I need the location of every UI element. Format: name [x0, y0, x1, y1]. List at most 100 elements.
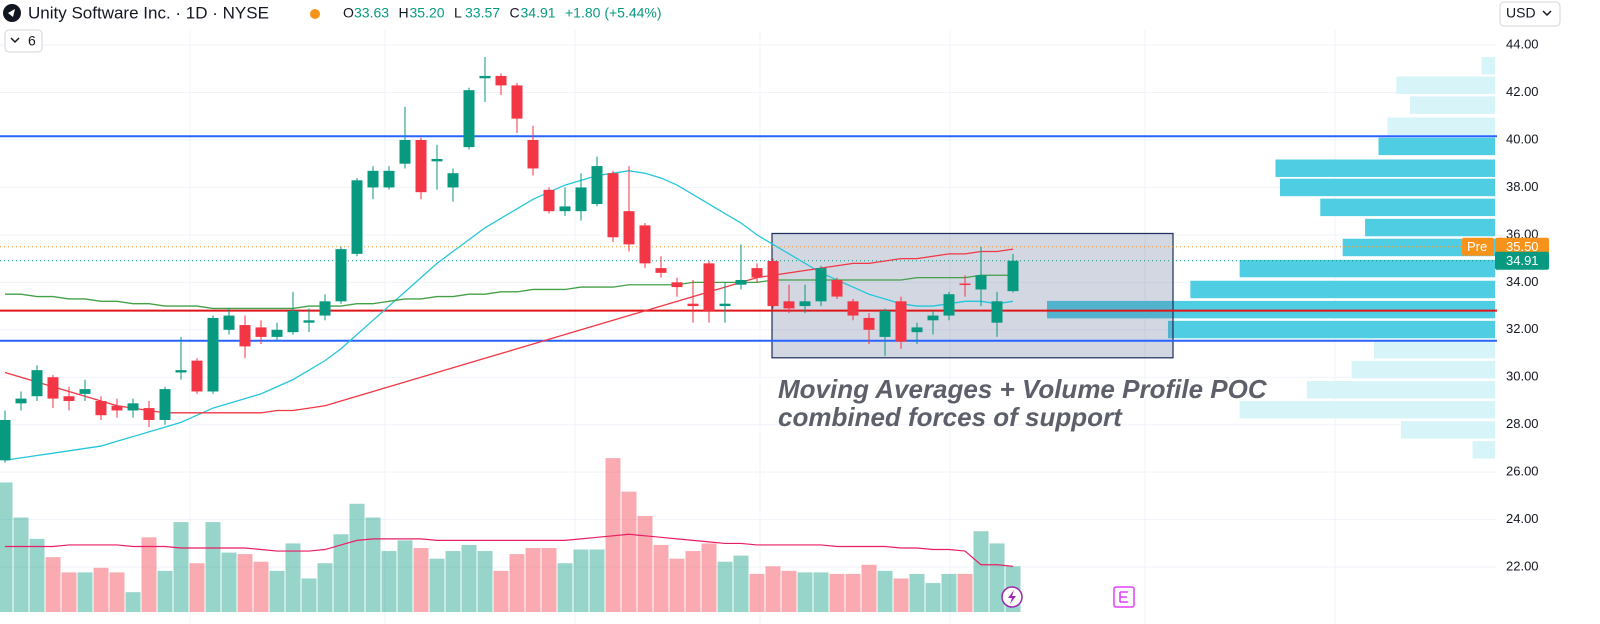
- candle-body: [191, 360, 203, 392]
- volume-bar: [253, 561, 269, 612]
- candle-body: [335, 249, 347, 302]
- candle-body: [79, 389, 91, 394]
- price-tag-name: Pre: [1467, 239, 1487, 254]
- volume-profile-row: [1365, 218, 1495, 237]
- chevron: [10, 37, 20, 44]
- candle-body: [223, 315, 235, 330]
- price-tag: [1495, 251, 1549, 270]
- candle-body: [575, 187, 587, 212]
- volume-profile-row: [1374, 340, 1495, 359]
- candle-body: [143, 408, 155, 420]
- volume-bar: [797, 572, 813, 612]
- currency-button[interactable]: [1499, 1, 1561, 27]
- y-tick-label: 44.00: [1506, 37, 1539, 52]
- candle-body: [991, 301, 1003, 323]
- volume-profile-row: [1472, 441, 1495, 459]
- volume-profile-row: [1409, 96, 1495, 114]
- candle-body: [383, 170, 395, 188]
- candle-body: [431, 158, 443, 162]
- volume-profile-row: [1275, 159, 1495, 177]
- volume-profile-row: [1387, 117, 1495, 135]
- volume-bar: [573, 549, 589, 612]
- volume-bar: [861, 564, 877, 612]
- candle-body: [863, 317, 875, 330]
- volume-profile-row: [1481, 56, 1495, 75]
- volume-bar: [653, 544, 669, 612]
- volume-bar: [269, 570, 285, 612]
- volume-bar: [173, 522, 189, 612]
- candle-body: [31, 370, 43, 397]
- candle-body: [655, 268, 667, 273]
- logo-glyph: [8, 9, 15, 17]
- volume-bar: [973, 531, 989, 612]
- volume-bar: [301, 578, 317, 612]
- volume-bar: [749, 573, 765, 612]
- volume-bar: [509, 554, 525, 612]
- volume-bar: [93, 567, 109, 612]
- volume-bar: [893, 578, 909, 612]
- volume-profile-row: [1396, 76, 1495, 94]
- volume-bar: [941, 573, 957, 612]
- candle-body: [239, 325, 251, 347]
- volume-bar: [445, 551, 461, 612]
- volume-bar: [61, 572, 77, 612]
- candle-body: [415, 139, 427, 193]
- price-tag-label: 35.50: [1506, 239, 1539, 254]
- candle-body: [543, 189, 555, 212]
- volume-bar: [317, 563, 333, 612]
- earnings-glyph: [1119, 591, 1128, 603]
- volume-bar: [685, 551, 701, 612]
- indicator-toggle[interactable]: [4, 29, 43, 53]
- y-tick-label: 36.00: [1506, 226, 1539, 241]
- volume-profile-row: [1400, 421, 1495, 439]
- volume-bar: [413, 548, 429, 612]
- candle-body: [927, 315, 939, 321]
- candle-body: [319, 301, 331, 316]
- y-tick-label: 30.00: [1506, 369, 1539, 384]
- volume-bar: [557, 563, 573, 612]
- moving-average: [5, 274, 1013, 310]
- candle-body: [751, 268, 763, 278]
- volume-bar: [0, 482, 13, 612]
- ohlc-value: 34.91: [521, 5, 556, 21]
- ohlc-key: H: [399, 5, 409, 21]
- candle-body: [607, 173, 619, 238]
- volume-bar: [829, 573, 845, 612]
- candle-body: [703, 263, 715, 311]
- candle-body: [63, 396, 75, 401]
- ohlc-key: C: [510, 5, 520, 21]
- volume-bar: [477, 551, 493, 612]
- candle-body: [815, 268, 827, 302]
- candle-body: [0, 419, 11, 461]
- volume-bar: [637, 516, 653, 612]
- candle-body: [735, 279, 747, 285]
- annotation: combined forces of support: [778, 402, 1123, 432]
- volume-profile-row: [1239, 401, 1495, 419]
- y-tick-label: 28.00: [1506, 416, 1539, 431]
- volume-profile-row: [1351, 360, 1495, 379]
- candle-body: [463, 90, 475, 148]
- candle-body: [367, 170, 379, 188]
- volume-bar: [717, 561, 733, 612]
- volume-bar: [957, 573, 973, 612]
- volume-bar: [205, 522, 221, 612]
- volume-bar: [605, 458, 621, 612]
- volume-bar: [989, 543, 1005, 612]
- candle-body: [511, 85, 523, 119]
- price-tag-label: 34.91: [1506, 253, 1539, 268]
- y-tick-label: 42.00: [1506, 84, 1539, 99]
- volume-bar: [765, 566, 781, 612]
- price-change: +1.80 (+5.44%): [565, 5, 662, 21]
- candle-body: [95, 400, 107, 416]
- candle-body: [975, 275, 987, 290]
- candle-body: [111, 405, 123, 411]
- candle-body: [687, 303, 699, 307]
- candle-body: [943, 294, 955, 316]
- candle-body: [127, 403, 139, 411]
- volume-bar: [221, 552, 237, 612]
- volume-profile-row: [1279, 178, 1495, 197]
- ohlc-value: 33.63: [354, 5, 389, 21]
- volume-profile-row: [1190, 280, 1495, 299]
- candle-body: [1007, 260, 1019, 292]
- volume-profile-row: [1342, 238, 1495, 257]
